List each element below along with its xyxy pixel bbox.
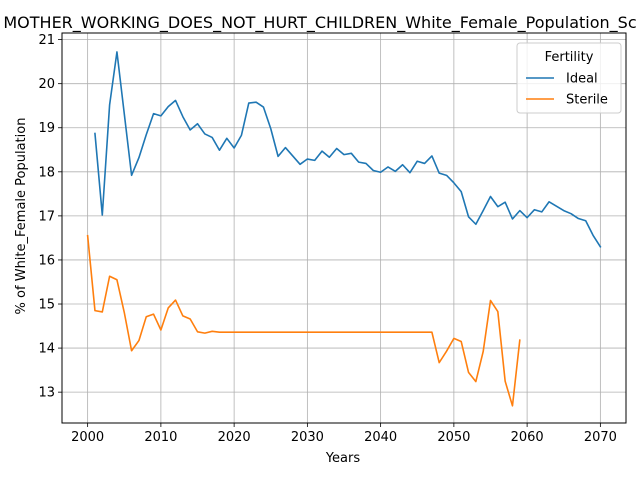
y-tick-label: 14	[38, 342, 55, 357]
x-tick-label: 2060	[511, 430, 544, 445]
x-tick-label: 2000	[71, 430, 104, 445]
series-line-ideal	[94, 51, 602, 248]
y-tick-label: 17	[38, 209, 55, 224]
y-tick-label: 18	[38, 165, 55, 180]
y-tick-label: 13	[38, 386, 55, 401]
x-tick-label: 2020	[218, 430, 251, 445]
y-tick-label: 16	[38, 253, 55, 268]
y-tick-label: 19	[38, 121, 55, 136]
series-lines	[86, 51, 602, 407]
legend-items: Ideal Sterile	[526, 72, 608, 108]
y-tick-label: 20	[38, 77, 55, 92]
legend: Fertility Ideal Sterile	[516, 42, 622, 114]
legend-label-ideal: Ideal	[566, 72, 598, 87]
series-line-sterile	[86, 234, 521, 407]
x-tick-label: 2050	[437, 430, 470, 445]
y-axis-label: % of White_Female Population	[14, 118, 29, 315]
legend-title: Fertility	[545, 50, 594, 65]
x-axis-label: Years	[325, 451, 361, 466]
x-tick-label: 2010	[144, 430, 177, 445]
x-tick-label: 2070	[584, 430, 617, 445]
axes: 2000 2010 2020 2030 2040 2050 2060 2070 13 14 15 16…	[38, 33, 616, 445]
y-tick-label: 15	[38, 298, 55, 313]
y-tick-label: 21	[38, 33, 55, 48]
grid	[62, 33, 626, 423]
legend-box	[516, 42, 622, 114]
x-tick-label: 2030	[291, 430, 324, 445]
legend-label-sterile: Sterile	[566, 93, 608, 108]
plot-frame	[61, 32, 627, 424]
chart-title: MOTHER_WORKING_DOES_NOT_HURT_CHILDREN_Wh…	[3, 13, 636, 33]
x-tick-label: 2040	[364, 430, 397, 445]
